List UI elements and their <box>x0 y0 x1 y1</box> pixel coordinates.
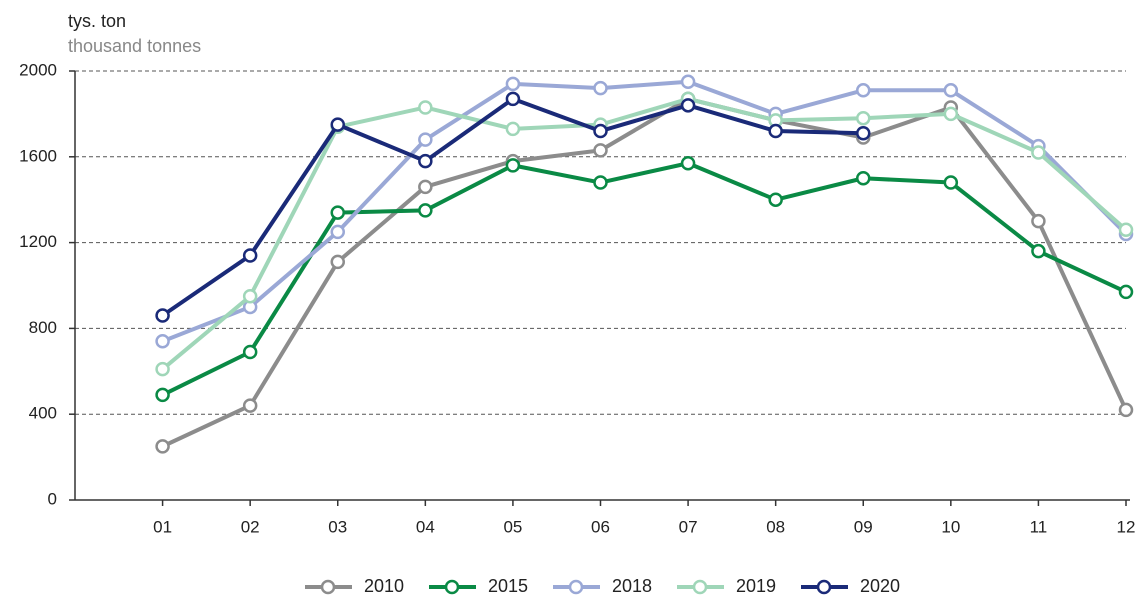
data-point <box>418 179 433 195</box>
data-point <box>593 123 608 139</box>
y-tick-label: 400 <box>29 404 57 423</box>
data-point <box>155 361 170 377</box>
data-point <box>330 205 345 220</box>
data-point <box>155 308 170 323</box>
legend-label: 2015 <box>488 576 528 596</box>
legend-label: 2020 <box>860 576 900 596</box>
data-point <box>330 224 345 240</box>
data-point <box>856 171 871 186</box>
y-tick-label: 2000 <box>19 60 57 79</box>
data-point <box>418 100 433 115</box>
y-tick-label: 1200 <box>19 232 57 251</box>
data-point <box>943 175 959 190</box>
x-tick-label: 02 <box>241 517 260 536</box>
data-point <box>242 288 258 304</box>
data-point <box>1031 243 1046 259</box>
x-tick-label: 11 <box>1030 517 1048 536</box>
legend-label: 2010 <box>364 576 404 596</box>
x-tick-label: 01 <box>153 517 172 536</box>
x-tick-label: 06 <box>591 517 610 536</box>
data-point <box>680 155 696 171</box>
data-point <box>856 83 871 98</box>
data-point <box>155 439 170 454</box>
data-point <box>155 334 170 349</box>
data-point <box>593 143 608 158</box>
series-line <box>161 79 1128 344</box>
x-tick-label: 03 <box>328 517 347 536</box>
data-point <box>1118 222 1134 237</box>
series-line <box>161 161 1127 397</box>
data-point <box>856 110 871 126</box>
data-point <box>1118 402 1134 418</box>
data-point <box>593 175 608 190</box>
data-point <box>418 132 433 147</box>
data-point <box>242 398 258 413</box>
legend-label: 2019 <box>736 576 776 596</box>
x-tick-label: 04 <box>416 517 435 536</box>
data-point <box>330 254 345 270</box>
y-axis-label-en: thousand tonnes <box>68 36 201 56</box>
x-tick-label: 10 <box>941 517 960 536</box>
legend-marker <box>568 579 584 595</box>
x-tick-label: 12 <box>1117 517 1136 536</box>
y-axis-label: tys. ton <box>68 11 126 31</box>
y-tick-label: 0 <box>48 489 57 508</box>
x-tick-label: 08 <box>766 517 785 536</box>
data-point <box>418 203 433 218</box>
y-tick-label: 800 <box>29 318 57 337</box>
data-point <box>242 344 258 360</box>
data-point <box>593 80 608 96</box>
data-point <box>768 192 783 207</box>
y-tick-label: 1600 <box>19 146 57 165</box>
legend-marker <box>816 579 832 595</box>
data-point <box>418 153 433 169</box>
data-point <box>242 248 258 263</box>
data-point <box>943 106 959 122</box>
data-point <box>505 76 521 92</box>
data-point <box>1118 284 1134 300</box>
data-point <box>505 158 521 173</box>
x-tick-label: 07 <box>679 517 698 536</box>
data-point <box>505 121 521 137</box>
legend-marker <box>320 579 336 595</box>
legend-marker <box>692 579 708 595</box>
data-point <box>505 91 521 107</box>
data-point <box>856 125 871 141</box>
x-tick-label: 09 <box>854 517 873 536</box>
legend-marker <box>444 579 460 595</box>
series-line <box>161 96 1128 449</box>
legend-label: 2018 <box>612 576 652 596</box>
data-point <box>680 74 696 89</box>
x-tick-label: 05 <box>503 517 522 536</box>
data-point <box>768 123 783 139</box>
data-point <box>1031 145 1046 160</box>
data-point <box>680 98 696 113</box>
data-point <box>330 117 345 132</box>
data-point <box>155 387 170 403</box>
series-line <box>161 96 1128 371</box>
data-point <box>1031 213 1046 229</box>
data-point <box>943 83 959 98</box>
